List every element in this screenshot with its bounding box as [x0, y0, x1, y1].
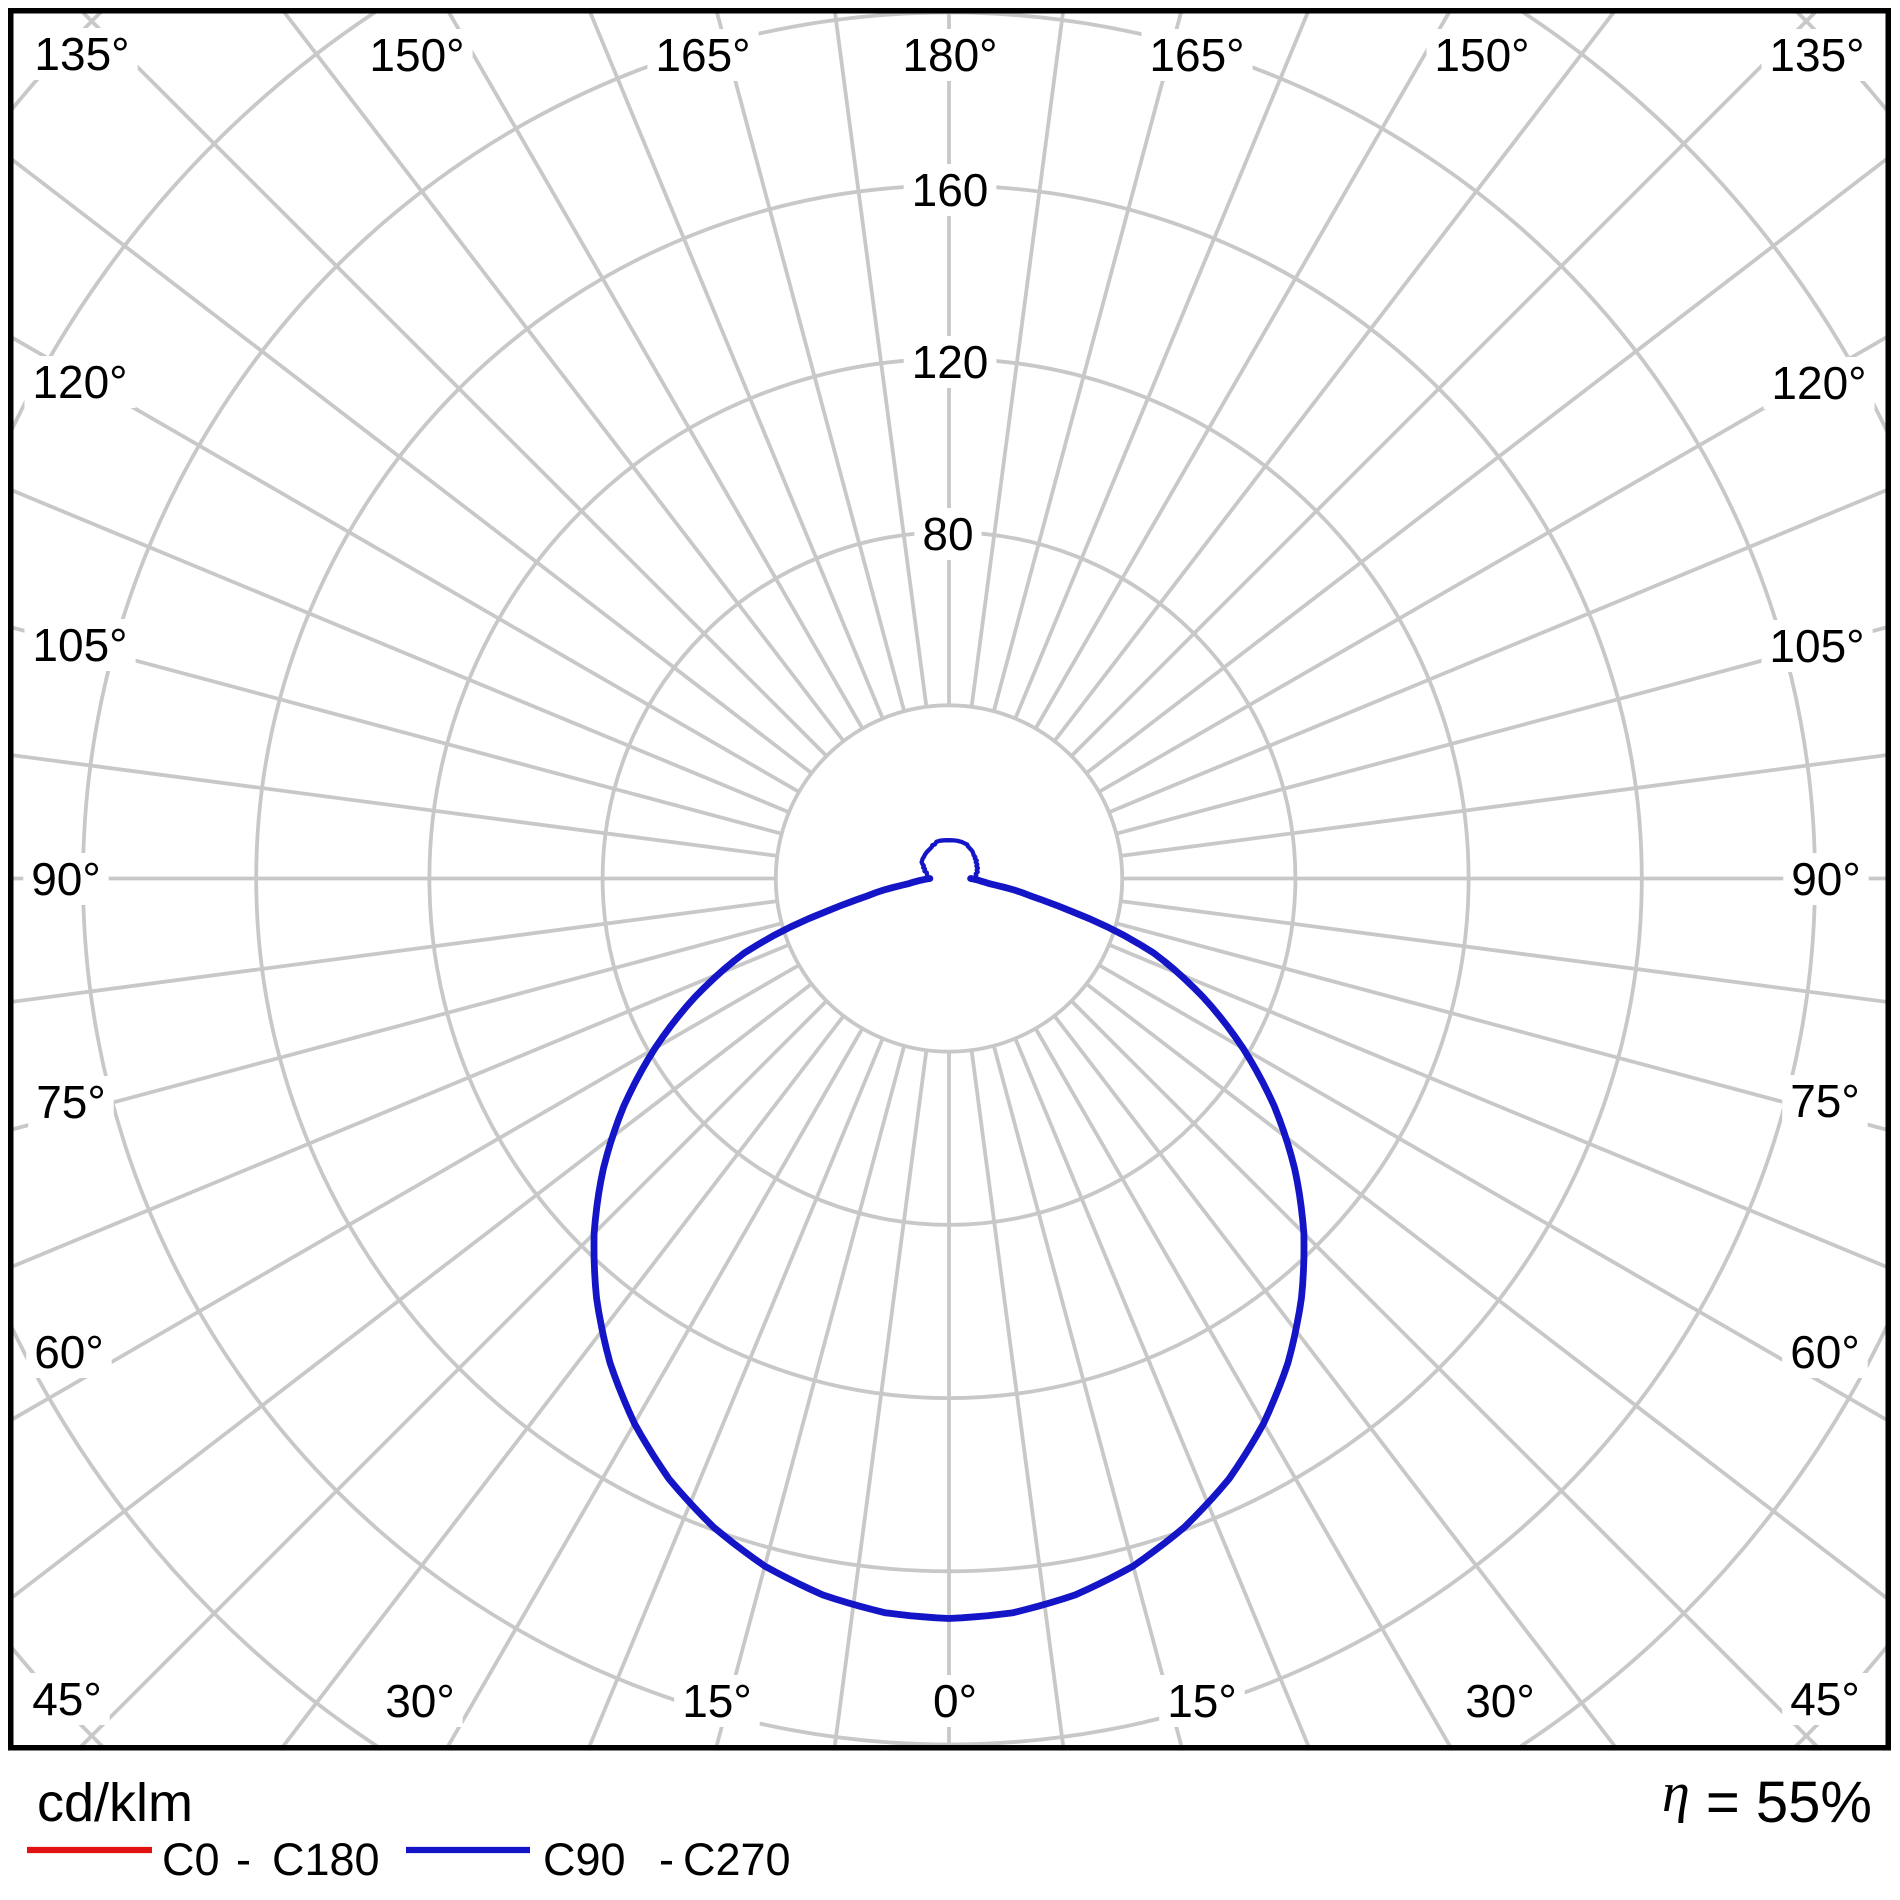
svg-text:90°: 90° [1791, 853, 1861, 905]
svg-text:0°: 0° [933, 1675, 977, 1727]
svg-text:η = 55%: η = 55% [1662, 1762, 1872, 1835]
svg-text:180°: 180° [902, 29, 997, 81]
svg-text:30°: 30° [1465, 1675, 1535, 1727]
svg-text:80: 80 [922, 508, 973, 560]
svg-text:160: 160 [912, 164, 989, 216]
svg-text:135°: 135° [34, 28, 129, 80]
svg-text:C90-C270: C90- C270 [543, 1834, 791, 1885]
svg-text:30°: 30° [385, 1675, 455, 1727]
svg-text:60°: 60° [1790, 1326, 1860, 1378]
svg-text:15°: 15° [1167, 1675, 1237, 1727]
svg-text:45°: 45° [32, 1673, 102, 1725]
svg-text:120°: 120° [32, 356, 127, 408]
svg-text:15°: 15° [682, 1675, 752, 1727]
svg-text:cd/klm: cd/klm [37, 1773, 193, 1833]
svg-text:150°: 150° [1434, 29, 1529, 81]
svg-text:135°: 135° [1769, 29, 1864, 81]
svg-text:75°: 75° [1790, 1075, 1860, 1127]
svg-text:105°: 105° [32, 619, 127, 671]
svg-text:90°: 90° [31, 853, 101, 905]
svg-text:165°: 165° [1149, 29, 1244, 81]
svg-text:C0-C180: C0- C180 [162, 1834, 380, 1885]
svg-text:150°: 150° [369, 29, 464, 81]
svg-text:105°: 105° [1769, 620, 1864, 672]
svg-text:60°: 60° [34, 1326, 104, 1378]
svg-text:75°: 75° [36, 1076, 106, 1128]
svg-text:120: 120 [912, 336, 989, 388]
svg-text:165°: 165° [655, 29, 750, 81]
svg-text:45°: 45° [1790, 1673, 1860, 1725]
svg-text:120°: 120° [1771, 357, 1866, 409]
